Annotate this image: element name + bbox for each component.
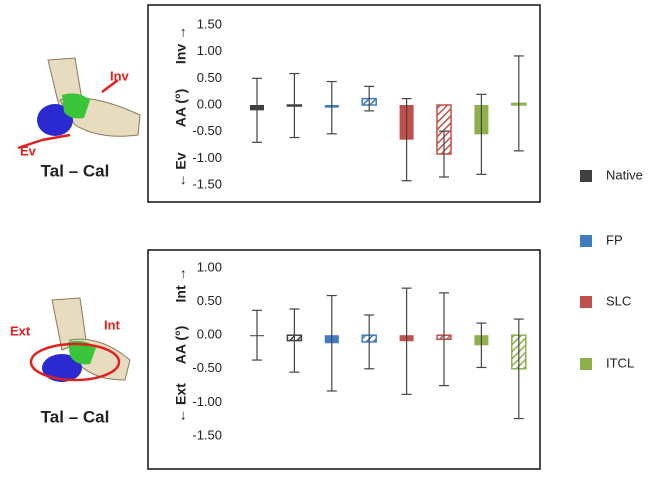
arrow-label: Ext [10, 323, 31, 338]
y-tick-label: 0.50 [197, 70, 222, 85]
arrow-label: Inv [110, 68, 130, 83]
legend-swatch [580, 170, 592, 182]
y-axis-label: AA (°) [173, 326, 189, 365]
ankle-illustration [29, 297, 131, 382]
y-tick-label: -1.50 [192, 176, 222, 191]
y-tick-label: 0.50 [197, 293, 222, 308]
caption: Tal – Cal [41, 161, 110, 180]
legend-swatch [580, 296, 592, 308]
panel-frame [147, 4, 541, 203]
legend-label: FP [606, 232, 623, 247]
y-tick-label: -0.50 [192, 123, 222, 138]
y-tick-label: 1.00 [197, 43, 222, 58]
legend-label: SLC [606, 293, 631, 308]
y-tick-label: 1.00 [197, 259, 222, 274]
y-tick-label: -1.50 [192, 427, 222, 442]
ankle-illustration [17, 57, 141, 150]
y-tick-label: 0.00 [197, 96, 222, 111]
arrow-label: Int [104, 317, 121, 332]
caption: Tal – Cal [41, 407, 110, 426]
legend-swatch [580, 358, 592, 370]
legend-label: ITCL [606, 355, 634, 370]
y-axis-label: Inv → [173, 26, 189, 64]
y-axis-label: AA (°) [173, 89, 189, 128]
y-tick-label: -0.50 [192, 360, 222, 375]
y-tick-label: 1.50 [197, 16, 222, 31]
legend-label: Native [606, 167, 643, 182]
y-axis-label: ← Ev [173, 152, 189, 187]
arrow-label: Ev [20, 143, 37, 158]
legend-swatch [580, 235, 592, 247]
y-axis-label: Int → [173, 268, 189, 303]
y-tick-label: -1.00 [192, 394, 222, 409]
y-tick-label: 0.00 [197, 327, 222, 342]
panel-frame [147, 249, 541, 470]
y-tick-label: -1.00 [192, 150, 222, 165]
y-axis-label: ← Ext [173, 383, 189, 423]
